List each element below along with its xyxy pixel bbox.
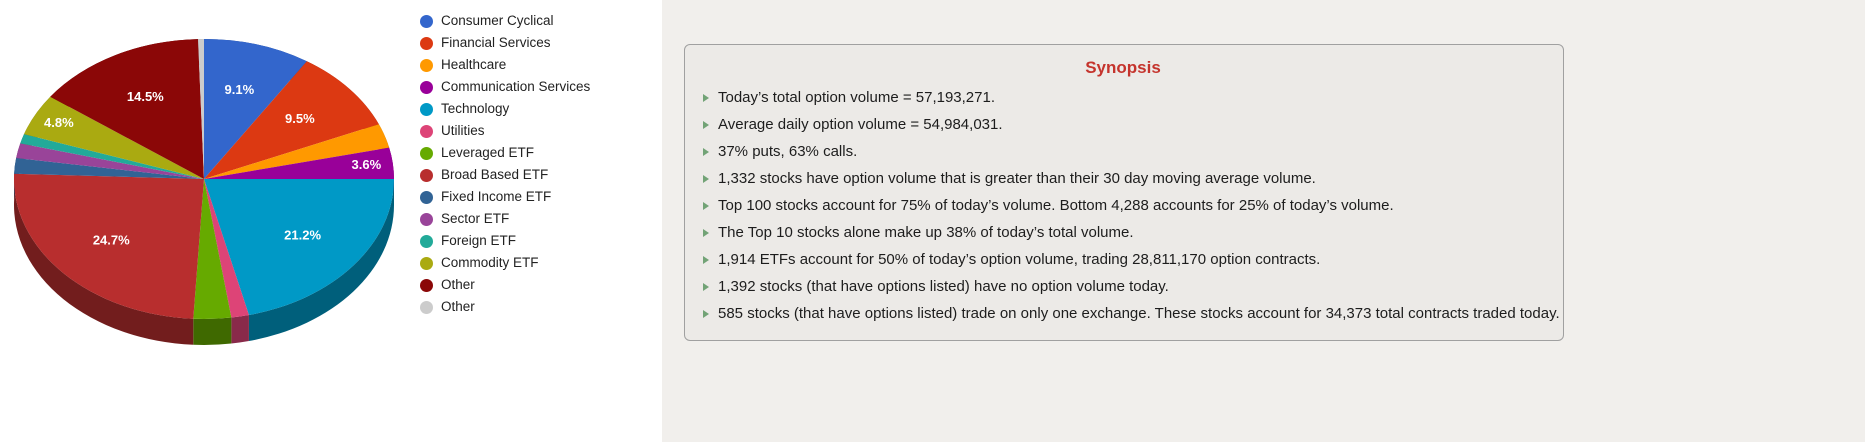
legend-label: Sector ETF <box>441 211 510 226</box>
legend-item: Utilities <box>420 124 590 138</box>
synopsis-title: Synopsis <box>1085 58 1161 77</box>
legend-item: Broad Based ETF <box>420 168 590 182</box>
svg-text:21.2%: 21.2% <box>284 228 321 243</box>
triangle-bullet-icon <box>703 283 709 291</box>
legend-item: Fixed Income ETF <box>420 190 590 204</box>
triangle-bullet-icon <box>703 148 709 156</box>
svg-text:9.1%: 9.1% <box>225 82 255 97</box>
legend-color-dot-icon <box>420 190 433 204</box>
synopsis-text: Today’s total option volume = 57,193,271… <box>718 89 996 106</box>
legend-color-dot-icon <box>420 146 433 160</box>
svg-text:3.6%: 3.6% <box>352 157 382 172</box>
synopsis-item: The Top 10 stocks alone make up 38% of t… <box>701 225 1545 241</box>
triangle-bullet-icon <box>703 202 709 210</box>
svg-text:9.5%: 9.5% <box>285 111 315 126</box>
synopsis-item: 37% puts, 63% calls. <box>701 144 1545 160</box>
legend-item: Communication Services <box>420 80 590 94</box>
legend-color-dot-icon <box>420 80 433 94</box>
synopsis-section: Synopsis Today’s total option volume = 5… <box>662 0 1865 442</box>
triangle-bullet-icon <box>703 175 709 183</box>
synopsis-item: 1,332 stocks have option volume that is … <box>701 171 1545 187</box>
pie-chart-container: 9.1% 9.5% 3.6% 21.2% 24.7% 4.8% 14.5% <box>4 4 404 384</box>
legend-item: Consumer Cyclical <box>420 14 590 28</box>
synopsis-list: Today’s total option volume = 57,193,271… <box>701 90 1560 322</box>
legend-label: Broad Based ETF <box>441 167 549 182</box>
legend-label: Utilities <box>441 123 485 138</box>
synopsis-text: 1,332 stocks have option volume that is … <box>718 170 1316 187</box>
synopsis-item: 585 stocks (that have options listed) tr… <box>701 306 1560 322</box>
legend-label: Financial Services <box>441 35 551 50</box>
synopsis-text: 37% puts, 63% calls. <box>718 143 858 160</box>
synopsis-box: Synopsis Today’s total option volume = 5… <box>684 44 1564 341</box>
legend-item: Leveraged ETF <box>420 146 590 160</box>
legend-label: Other <box>441 299 475 314</box>
legend-color-dot-icon <box>420 14 433 28</box>
legend-item: Foreign ETF <box>420 234 590 248</box>
legend-color-dot-icon <box>420 256 433 270</box>
triangle-bullet-icon <box>703 121 709 129</box>
legend-label: Fixed Income ETF <box>441 189 552 204</box>
svg-text:24.7%: 24.7% <box>93 233 130 248</box>
synopsis-item: 1,914 ETFs account for 50% of today’s op… <box>701 252 1545 268</box>
synopsis-text: Top 100 stocks account for 75% of today’… <box>718 197 1394 214</box>
legend-item: Other <box>420 278 590 292</box>
legend-color-dot-icon <box>420 124 433 138</box>
legend-item: Sector ETF <box>420 212 590 226</box>
triangle-bullet-icon <box>703 229 709 237</box>
legend-color-dot-icon <box>420 58 433 72</box>
synopsis-item: Today’s total option volume = 57,193,271… <box>701 90 1545 106</box>
svg-text:4.8%: 4.8% <box>44 115 74 130</box>
legend-color-dot-icon <box>420 278 433 292</box>
pie-legend: Consumer Cyclical Financial Services Hea… <box>420 14 590 322</box>
synopsis-text: Average daily option volume = 54,984,031… <box>718 116 1003 133</box>
legend-label: Healthcare <box>441 57 507 72</box>
legend-label: Communication Services <box>441 79 591 94</box>
synopsis-item: Top 100 stocks account for 75% of today’… <box>701 198 1545 214</box>
legend-label: Consumer Cyclical <box>441 13 554 28</box>
legend-color-dot-icon <box>420 168 433 182</box>
pie-chart[interactable]: 9.1% 9.5% 3.6% 21.2% 24.7% 4.8% 14.5% <box>4 4 404 384</box>
legend-item: Financial Services <box>420 36 590 50</box>
legend-label: Technology <box>441 101 510 116</box>
synopsis-item: 1,392 stocks (that have options listed) … <box>701 279 1545 295</box>
synopsis-text: 1,392 stocks (that have options listed) … <box>718 278 1169 295</box>
synopsis-item: Average daily option volume = 54,984,031… <box>701 117 1545 133</box>
triangle-bullet-icon <box>703 256 709 264</box>
legend-label: Other <box>441 277 475 292</box>
legend-color-dot-icon <box>420 212 433 226</box>
triangle-bullet-icon <box>703 94 709 102</box>
triangle-bullet-icon <box>703 310 709 318</box>
legend-item: Other <box>420 300 590 314</box>
synopsis-text: 585 stocks (that have options listed) tr… <box>718 305 1560 322</box>
legend-color-dot-icon <box>420 300 433 314</box>
legend-item: Technology <box>420 102 590 116</box>
legend-color-dot-icon <box>420 102 433 116</box>
legend-color-dot-icon <box>420 234 433 248</box>
legend-color-dot-icon <box>420 36 433 50</box>
synopsis-text: 1,914 ETFs account for 50% of today’s op… <box>718 251 1321 268</box>
option-volume-chart-section: 9.1% 9.5% 3.6% 21.2% 24.7% 4.8% 14.5% Consumer… <box>0 0 662 442</box>
synopsis-text: The Top 10 stocks alone make up 38% of t… <box>718 224 1134 241</box>
legend-label: Foreign ETF <box>441 233 517 248</box>
legend-item: Healthcare <box>420 58 590 72</box>
legend-label: Leveraged ETF <box>441 145 535 160</box>
legend-item: Commodity ETF <box>420 256 590 270</box>
svg-text:14.5%: 14.5% <box>127 89 164 104</box>
legend-label: Commodity ETF <box>441 255 539 270</box>
